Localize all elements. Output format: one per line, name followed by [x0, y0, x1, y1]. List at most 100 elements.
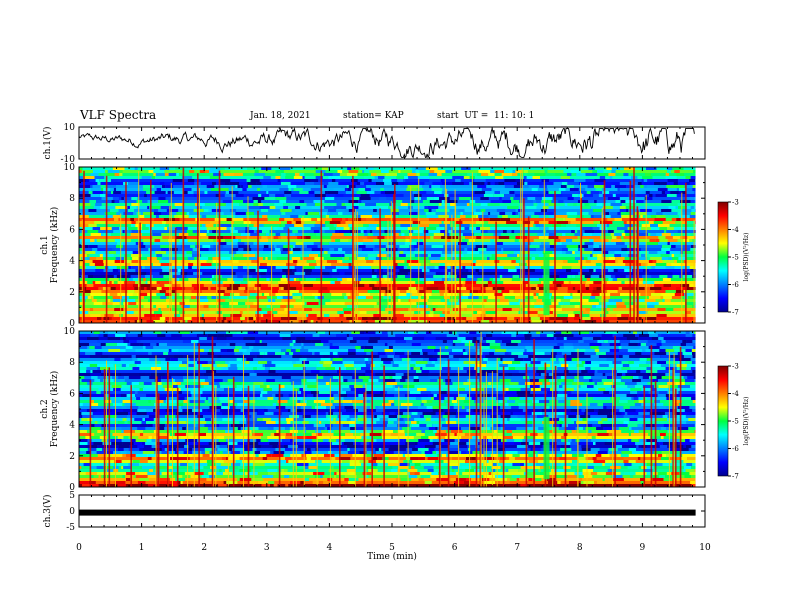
spectrogram-cell	[650, 224, 658, 227]
spectrogram-cell	[243, 185, 249, 188]
spectrogram-cell	[379, 391, 385, 394]
spectrogram-cell	[197, 415, 203, 418]
spectrogram-cell	[286, 221, 292, 224]
spectrogram-cell	[183, 448, 189, 451]
spectrogram-cell	[147, 200, 159, 203]
y-axis-label: ch.1	[40, 235, 50, 254]
spectrogram-cell	[267, 311, 273, 314]
spectrogram-cell	[308, 191, 315, 194]
spectrogram-cell	[465, 415, 472, 418]
spectrogram-cell	[499, 379, 511, 382]
spectrogram-cell	[295, 221, 302, 224]
sferic-streak	[475, 340, 478, 487]
spectrogram-cell	[607, 290, 618, 293]
spectrogram-cell	[451, 400, 458, 403]
spectrogram-cell	[175, 290, 187, 293]
spectrogram-cell	[468, 296, 479, 299]
spectrogram-cell	[240, 317, 245, 320]
spectrogram-cell	[414, 331, 418, 334]
spectrogram-cell	[618, 346, 622, 349]
spectrogram-cell	[90, 239, 95, 242]
spectrogram-cell	[339, 457, 351, 460]
spectrogram-cell	[331, 379, 339, 382]
spectrogram-cell	[305, 278, 316, 281]
spectrogram-row	[79, 266, 696, 269]
spectrogram-cell	[238, 302, 246, 305]
spectrogram-cell	[180, 284, 192, 287]
spectrogram-cell	[610, 412, 622, 415]
spectrogram-cell	[486, 340, 496, 343]
spectrogram-cell	[438, 266, 448, 269]
spectrogram-cell	[531, 257, 536, 260]
spectrogram-cell	[100, 343, 106, 346]
spectrogram-cell	[343, 311, 352, 314]
spectrogram-cell	[349, 424, 356, 427]
spectrogram-cell	[650, 355, 661, 358]
spectrogram-cell	[196, 173, 202, 176]
spectrogram-cell	[595, 263, 603, 266]
spectrogram-cell	[321, 242, 329, 245]
spectrogram-cell	[252, 463, 265, 466]
spectrogram-cell	[259, 206, 270, 209]
spectrogram-cell	[357, 343, 367, 346]
spectrogram-cell	[571, 331, 579, 334]
spectrogram-cell	[342, 388, 351, 391]
spectrogram-cell	[283, 394, 289, 397]
spectrogram-cell	[570, 400, 580, 403]
spectrogram-cell	[578, 188, 586, 191]
spectrogram-cell	[411, 224, 420, 227]
spectrogram-cell	[399, 269, 411, 272]
spectrogram-cell	[615, 409, 620, 412]
spectrogram-cell	[114, 460, 122, 463]
spectrogram-cell	[214, 218, 227, 221]
spectrogram-cell	[325, 382, 330, 385]
spectrogram-cell	[299, 448, 307, 451]
spectrogram-cell	[427, 394, 431, 397]
spectrogram-cell	[522, 281, 529, 284]
spectrogram-cell	[220, 221, 232, 224]
spectrogram-cell	[372, 451, 376, 454]
spectrogram-cell	[253, 388, 264, 391]
y-tick-label: 0	[69, 483, 75, 493]
spectrogram-cell	[109, 281, 112, 284]
spectrogram-cell	[296, 388, 300, 391]
colorbar-tick-label: -3	[732, 363, 739, 371]
spectrogram-cell	[544, 170, 548, 173]
spectrogram-cell	[616, 364, 623, 367]
spectrogram-cell	[649, 194, 653, 197]
spectrogram-cell	[348, 263, 352, 266]
spectrogram-cell	[258, 293, 262, 296]
spectrogram-cell	[297, 355, 302, 358]
spectrogram-cell	[558, 302, 564, 305]
spectrogram-cell	[217, 355, 222, 358]
spectrogram-cell	[79, 418, 82, 421]
spectrogram-cell	[677, 203, 688, 206]
spectrogram-cell	[79, 346, 88, 349]
spectrogram-cell	[106, 173, 115, 176]
spectrogram-cell	[93, 275, 106, 278]
spectrogram-cell	[456, 275, 468, 278]
spectrogram-cell	[148, 415, 158, 418]
spectrogram-cell	[463, 302, 470, 305]
sferic-streak	[418, 178, 420, 323]
spectrogram-cell	[292, 361, 297, 364]
spectrogram-cell	[306, 379, 317, 382]
spectrogram-cell	[208, 382, 220, 385]
spectrogram-cell	[448, 445, 459, 448]
spectrogram-cell	[381, 170, 389, 173]
spectrogram-cell	[79, 433, 91, 436]
spectrogram-cell	[261, 236, 268, 239]
no-data-area	[695, 331, 705, 487]
spectrogram-cell	[403, 439, 407, 442]
spectrogram-cell	[557, 242, 562, 245]
spectrogram-cell	[142, 451, 155, 454]
spectrogram-cell	[545, 254, 555, 257]
spectrogram-cell	[96, 451, 106, 454]
spectrogram-cell	[229, 209, 237, 212]
spectrogram-cell	[186, 424, 195, 427]
spectrogram-cell	[195, 203, 198, 206]
spectrogram-cell	[225, 469, 229, 472]
colorbar-tick-label: -5	[732, 418, 739, 426]
spectrogram-cell	[245, 343, 257, 346]
spectrogram-cell	[532, 448, 541, 451]
